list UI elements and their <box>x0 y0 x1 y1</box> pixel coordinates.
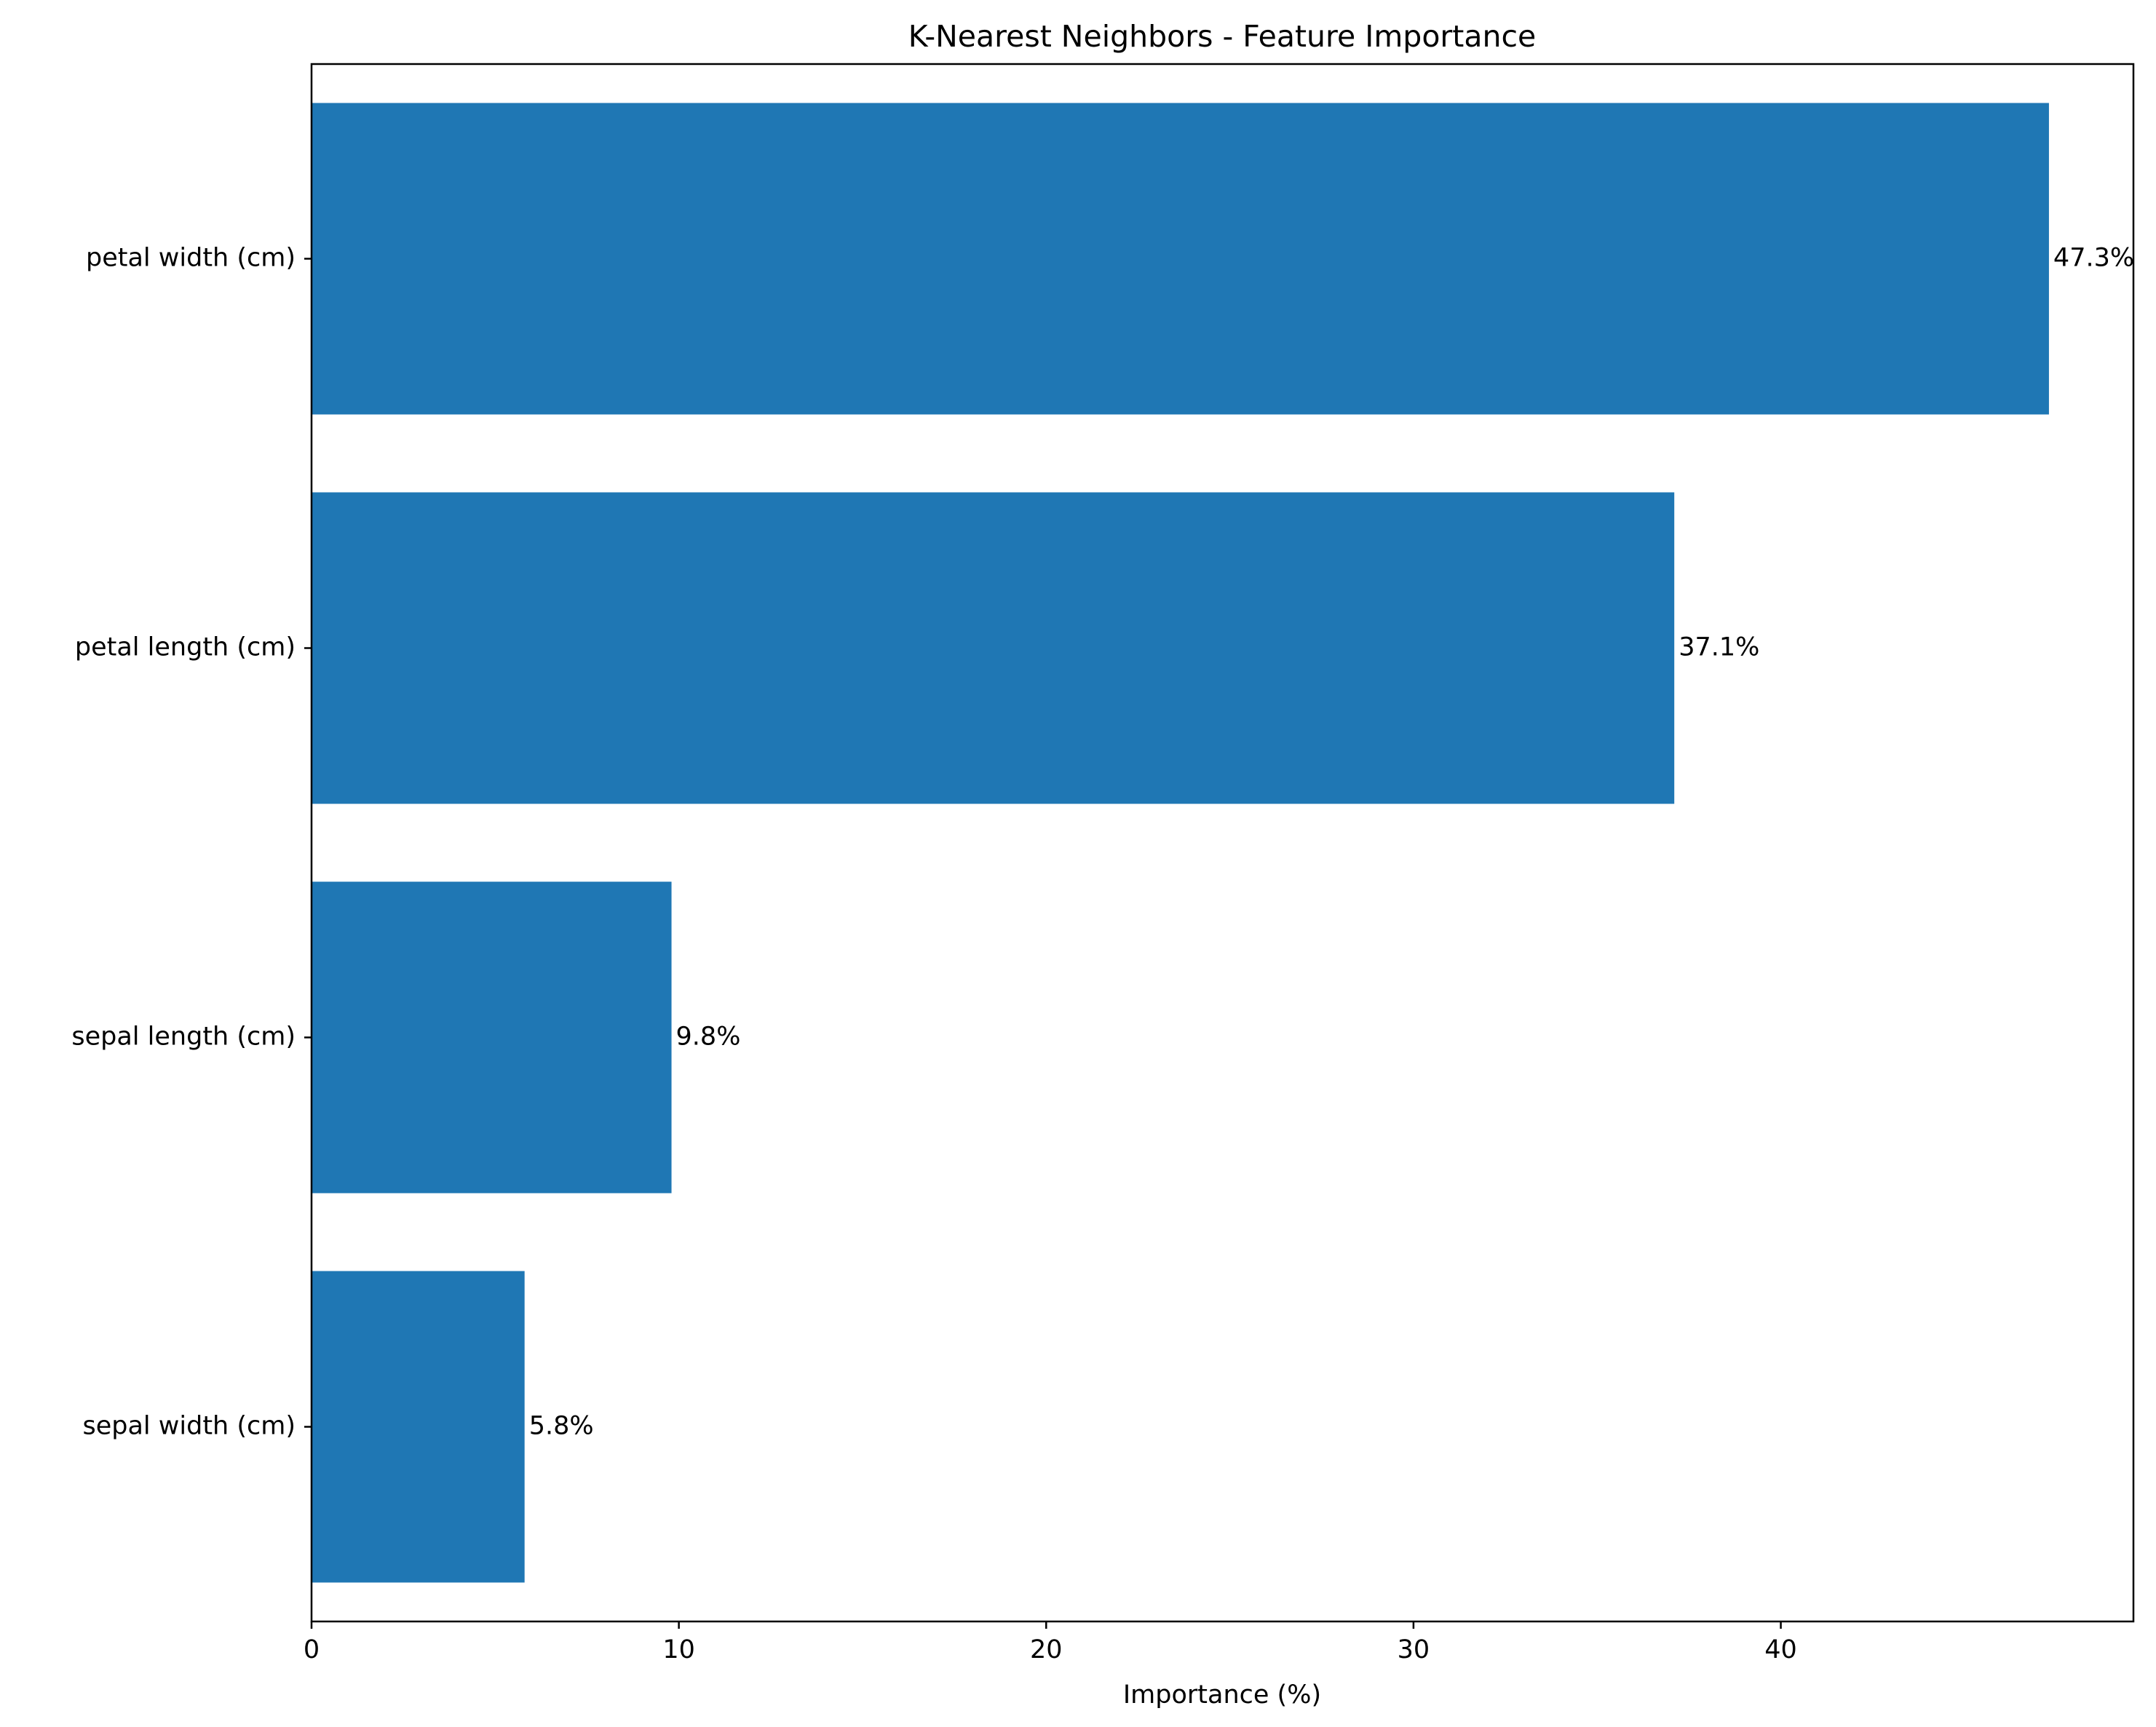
x-tick-label: 30 <box>1398 1635 1430 1664</box>
x-tick-label: 10 <box>662 1635 695 1664</box>
bar-value-label: 9.8% <box>676 1023 741 1052</box>
y-tick-label: sepal length (cm) <box>71 1023 296 1052</box>
y-tick-label: petal length (cm) <box>75 633 296 662</box>
x-tick-label: 20 <box>1030 1635 1063 1664</box>
bar-value-label: 5.8% <box>529 1412 594 1441</box>
y-tick-label: sepal width (cm) <box>82 1412 296 1441</box>
plot-frame <box>310 63 2135 1623</box>
bar-value-label: 37.1% <box>1679 633 1759 662</box>
x-tick-label: 0 <box>304 1635 320 1664</box>
bar-sepal-width <box>312 1271 525 1583</box>
bar-petal-length <box>312 492 1675 804</box>
bar-sepal-length <box>312 881 672 1194</box>
x-axis-label: Importance (%) <box>1123 1680 1321 1710</box>
chart-title: K-Nearest Neighbors - Feature Importance <box>908 19 1536 54</box>
y-tick-label: petal width (cm) <box>86 244 296 273</box>
x-tick-label: 40 <box>1764 1635 1797 1664</box>
bar-petal-width <box>312 103 2049 415</box>
bar-value-label: 47.3% <box>2053 244 2134 273</box>
